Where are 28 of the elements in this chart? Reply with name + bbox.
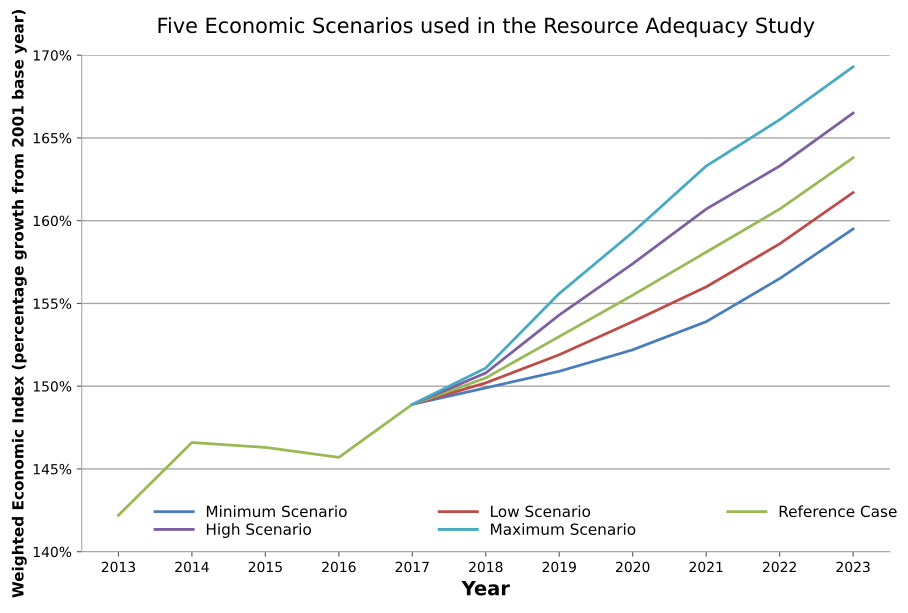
y-tick-label: 150% bbox=[34, 381, 72, 392]
y-tick-label: 155% bbox=[34, 298, 72, 309]
x-tick-label: 2018 bbox=[469, 562, 502, 572]
y-tick-label: 145% bbox=[34, 464, 72, 474]
legend-label: Minimum Scenario bbox=[206, 505, 347, 518]
y-tick-label: 160% bbox=[34, 216, 72, 226]
x-tick-label: 2019 bbox=[542, 562, 576, 572]
x-tick-label: 2014 bbox=[175, 562, 209, 572]
legend-label: Maximum Scenario bbox=[491, 523, 636, 535]
x-tick-label: 2022 bbox=[762, 562, 796, 572]
x-tick-label: 2015 bbox=[248, 562, 282, 572]
y-tick-label: 140% bbox=[34, 546, 72, 558]
x-tick-label: 2021 bbox=[690, 562, 723, 572]
y-tick-label: 165% bbox=[34, 132, 72, 144]
x-tick-label: 2017 bbox=[396, 562, 429, 572]
x-tick-label: 2023 bbox=[836, 562, 870, 572]
x-tick-label: 2016 bbox=[322, 562, 356, 572]
chart-title: Five Economic Scenarios used in the Resource Adequacy Study bbox=[158, 17, 814, 38]
x-tick-label: 2013 bbox=[102, 562, 136, 572]
line-series bbox=[410, 228, 854, 406]
x-axis-title: Year bbox=[461, 581, 510, 596]
y-tick-label: 170% bbox=[34, 50, 72, 61]
line-series bbox=[117, 156, 854, 517]
y-axis-title: Weighted Economic Index (percentage growth from 2001 base year) bbox=[12, 10, 27, 598]
legend-label: Reference Case bbox=[780, 505, 897, 518]
legend-label: Low Scenario bbox=[491, 505, 590, 518]
legend-label: High Scenario bbox=[206, 523, 311, 538]
x-tick-label: 2020 bbox=[616, 562, 650, 572]
